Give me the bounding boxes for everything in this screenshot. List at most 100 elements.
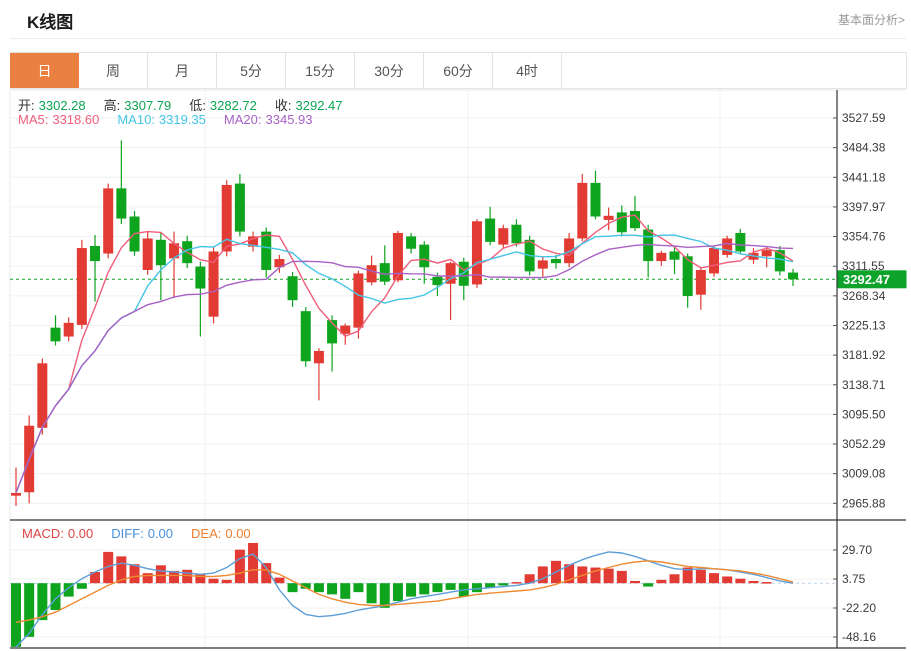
- macd-label: MACD:: [22, 526, 64, 541]
- ma-item: MA5: 3318.60: [18, 112, 103, 127]
- macd-bar: [392, 583, 403, 602]
- ohlc-item: 收: 3292.47: [275, 98, 347, 113]
- macd-bar: [709, 573, 720, 584]
- macd-bar: [116, 556, 127, 584]
- ohlc-value: 3302.28: [38, 98, 86, 113]
- macd-value: 0.00: [67, 526, 94, 541]
- tab-60分[interactable]: 60分: [424, 53, 493, 88]
- macd-item: DIFF: 0.00: [111, 526, 177, 541]
- macd-bar: [313, 583, 324, 593]
- tab-4时[interactable]: 4时: [493, 53, 562, 88]
- ohlc-value: 3292.47: [295, 98, 343, 113]
- candle-body: [261, 231, 272, 271]
- candle-body: [616, 212, 627, 233]
- y-axis-label: 3311.55: [842, 259, 885, 273]
- candle-body: [406, 236, 417, 249]
- diff-line: [15, 551, 794, 648]
- ma-label: MA20:: [223, 112, 262, 127]
- candle-body: [63, 322, 74, 337]
- macd-bar: [234, 549, 245, 584]
- candle-body: [669, 251, 680, 260]
- macd-bar: [537, 566, 548, 584]
- macd-bar: [327, 583, 338, 595]
- ohlc-value: 3307.79: [124, 98, 172, 113]
- macd-bar: [274, 577, 285, 584]
- ohlc-label: 开:: [18, 98, 35, 113]
- tab-日[interactable]: 日: [10, 53, 79, 88]
- y-axis-label: 3527.59: [842, 111, 886, 125]
- tab-月[interactable]: 月: [148, 53, 217, 88]
- y-axis-label: 3009.08: [842, 467, 886, 481]
- macd-bar: [195, 574, 206, 584]
- macd-bar: [353, 583, 364, 593]
- candle-body: [682, 256, 693, 297]
- candle-body: [327, 320, 338, 344]
- macd-item: DEA: 0.00: [191, 526, 255, 541]
- macd-bar: [498, 583, 509, 586]
- macd-bar: [366, 583, 377, 604]
- macd-info-row: MACD: 0.00 DIFF: 0.00 DEA: 0.00: [22, 526, 269, 541]
- y-axis-label: 3052.29: [842, 437, 886, 451]
- macd-bar: [722, 576, 733, 584]
- ma20-line: [15, 242, 794, 494]
- candle-body: [234, 183, 245, 232]
- tab-30分[interactable]: 30分: [355, 53, 424, 88]
- candle-body: [735, 232, 746, 252]
- macd-bar: [248, 542, 259, 584]
- candle-body: [392, 232, 403, 281]
- tab-周[interactable]: 周: [79, 53, 148, 88]
- ohlc-info-row: 开: 3302.28 高: 3307.79 低: 3282.72 收: 3292.47: [18, 95, 361, 114]
- macd-bar: [37, 583, 48, 621]
- tab-15分[interactable]: 15分: [286, 53, 355, 88]
- macd-bar: [682, 567, 693, 584]
- y-axis-label: 3354.76: [842, 230, 886, 244]
- macd-bar: [748, 580, 759, 584]
- candle-body: [419, 244, 430, 268]
- dea-line: [15, 560, 794, 623]
- candle-body: [379, 263, 390, 282]
- ohlc-item: 高: 3307.79: [104, 98, 176, 113]
- ohlc-label: 收:: [274, 98, 292, 113]
- candle-body: [248, 236, 259, 247]
- current-price-tag: [837, 270, 907, 289]
- macd-bar: [616, 570, 627, 584]
- macd-bar: [564, 564, 575, 584]
- macd-bar: [419, 583, 430, 595]
- macd-bar: [406, 583, 417, 597]
- candle-body: [208, 251, 219, 317]
- candle-body: [577, 182, 588, 239]
- candle-body: [300, 311, 311, 362]
- macd-bar: [208, 578, 219, 584]
- y-axis-label: 29.70: [842, 543, 872, 557]
- candle-body: [471, 221, 482, 285]
- candle-body: [603, 215, 614, 220]
- candle-body: [195, 266, 206, 289]
- candle-body: [155, 239, 166, 266]
- tab-5分[interactable]: 5分: [217, 53, 286, 88]
- ohlc-label: 低:: [189, 98, 206, 113]
- macd-bar: [182, 569, 193, 584]
- macd-bar: [485, 583, 496, 588]
- candle-body: [498, 228, 509, 245]
- y-axis-label: 3441.18: [842, 170, 886, 184]
- macd-bar: [221, 579, 232, 584]
- candle-body: [643, 229, 654, 262]
- y-axis-label: 3268.34: [842, 289, 886, 303]
- macd-item: MACD: 0.00: [22, 526, 97, 541]
- candle-body: [774, 250, 785, 272]
- y-axis-label: 3095.50: [842, 407, 886, 421]
- period-tabs: 日周月 5分 15分 30分 60分 4时: [10, 52, 907, 89]
- candle-body: [274, 259, 285, 268]
- macd-bar: [379, 583, 390, 608]
- fundamental-analysis-link[interactable]: 基本面分析>: [837, 13, 905, 27]
- candle-body: [550, 259, 561, 264]
- y-axis-label: 3484.38: [842, 141, 886, 155]
- candle-body: [11, 492, 21, 496]
- candle-body: [76, 248, 87, 325]
- macd-label: DIFF:: [111, 526, 144, 541]
- ma-label: MA5:: [18, 112, 49, 127]
- macd-bar: [142, 573, 153, 584]
- ma10-line: [15, 234, 794, 494]
